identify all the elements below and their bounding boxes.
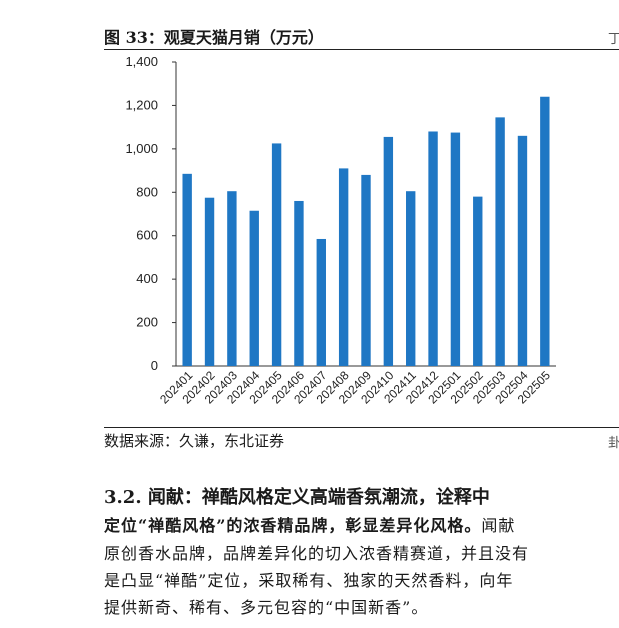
bar [249, 210, 259, 366]
y-axis-ticks: 0 200 400 600 800 1,000 1,200 1,400 [125, 54, 176, 373]
chart-bars [182, 96, 550, 366]
paragraph-line-1-rest: 闻献 [481, 516, 516, 535]
bar [182, 173, 192, 366]
bar [540, 96, 550, 366]
bar [316, 238, 326, 366]
y-tick-label: 1,200 [125, 97, 158, 112]
bar [361, 174, 371, 366]
y-tick-label: 600 [136, 228, 158, 243]
y-tick-label: 400 [136, 271, 158, 286]
bar [294, 200, 304, 366]
bar [450, 132, 461, 366]
y-tick-label: 1,000 [125, 141, 158, 156]
paragraph-line-1: 定位“禅酷风格”的浓香精品牌，彰显差异化风格。闻献 [104, 512, 515, 536]
bar [227, 191, 237, 366]
figure-top-rule [104, 49, 619, 50]
bar [338, 168, 349, 366]
bar [406, 191, 416, 366]
paragraph-line-4: 提供新奇、稀有、多元包容的“中国新香”。 [104, 598, 429, 617]
bar [428, 131, 438, 366]
paragraph-line-2: 原创香水品牌，品牌差异化的切入浓香精赛道，并且没有 [104, 544, 530, 563]
y-tick-label: 0 [151, 358, 158, 373]
section-heading: 3.2. 闻献：禅酷风格定义高端香氛潮流，诠释中 [104, 487, 490, 508]
bar [473, 196, 483, 366]
figure-title: 图 33：观夏天猫月销（万元） [104, 28, 324, 47]
bar [383, 136, 394, 366]
bar [204, 197, 215, 366]
bar [495, 117, 505, 366]
y-tick-label: 800 [136, 184, 158, 199]
bar [517, 135, 528, 366]
bar-chart: 0 200 400 600 800 1,000 1,200 1,400 20240120240… [125, 54, 556, 406]
x-axis-labels: 2024012024022024032024042024052024062024… [157, 368, 553, 406]
figure-bottom-rule [104, 427, 619, 428]
figure-source: 数据来源：久谦，东北证券 [104, 432, 285, 450]
y-tick-label: 200 [136, 315, 158, 330]
paragraph-line-3: 是凸显“禅酷”定位，采取稀有、独家的天然香料，向年 [104, 571, 514, 590]
edge-glyph-top: 丁 [608, 32, 619, 47]
paragraph-lead-bold: 定位“禅酷风格”的浓香精品牌，彰显差异化风格。 [104, 516, 482, 535]
bar [271, 143, 282, 366]
edge-glyph-bottom: 卦 [608, 436, 619, 451]
y-tick-label: 1,400 [125, 54, 158, 69]
